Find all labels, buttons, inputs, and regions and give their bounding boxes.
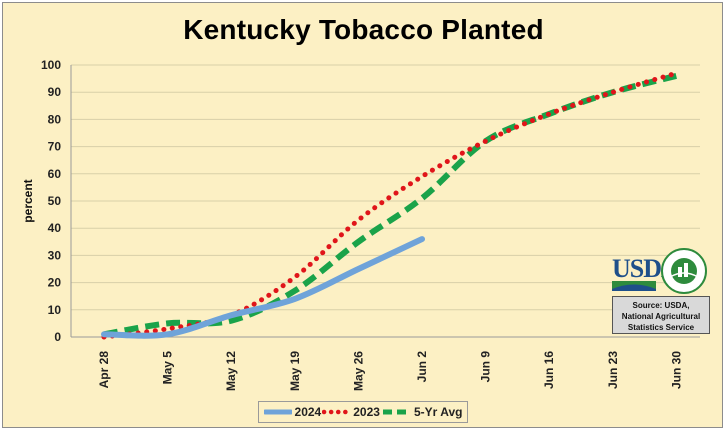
- chart-title: Kentucky Tobacco Planted: [183, 14, 544, 45]
- series-line-2024: [101, 236, 425, 339]
- usda-logo-icon: USDA: [612, 248, 707, 294]
- x-tick-label: Apr 28: [97, 351, 111, 389]
- x-tick-label: May 5: [161, 351, 175, 385]
- y-tick-label: 90: [48, 85, 62, 99]
- legend-item-2023: 2023: [322, 405, 380, 419]
- source-box: Source: USDA, National Agricultural Stat…: [612, 296, 710, 334]
- y-tick-label: 20: [48, 276, 62, 290]
- legend-label-5yr: 5-Yr Avg: [413, 405, 463, 419]
- x-tick-label: Jun 16: [542, 351, 556, 389]
- y-tick-label: 70: [48, 140, 62, 154]
- legend-swatch-2024: [263, 409, 292, 415]
- x-tick-label: Jun 23: [606, 351, 620, 389]
- legend-label-2023: 2023: [353, 405, 380, 419]
- x-tick-label: Jun 30: [669, 351, 683, 389]
- source-line-2: National Agricultural: [621, 312, 701, 321]
- legend-label-2024: 2024: [294, 405, 322, 419]
- usda-logo: USDA: [612, 247, 708, 297]
- x-tick-label: Jun 9: [479, 351, 493, 383]
- x-tick-label: May 26: [351, 351, 365, 391]
- y-tick-label: 60: [48, 167, 62, 181]
- source-line-1: Source: USDA,: [632, 301, 690, 310]
- series-line-2023: [101, 70, 679, 340]
- y-tick-label: 80: [48, 112, 62, 126]
- x-tick-label: May 12: [224, 351, 238, 391]
- y-tick-label: 40: [48, 221, 62, 235]
- y-tick-label: 30: [48, 248, 62, 262]
- x-tick-label: May 19: [288, 351, 302, 391]
- legend-swatch-2023: [322, 409, 351, 415]
- series-line-5-yr-avg: [103, 72, 678, 338]
- source-line-3: Statistics Service: [627, 323, 695, 332]
- y-tick-label: 100: [41, 58, 61, 72]
- y-axis-label: percent: [21, 179, 35, 222]
- legend: 2024 2023 5-Yr Avg: [258, 401, 468, 423]
- x-tick-label: Jun 2: [415, 351, 429, 383]
- chart-frame: [2, 2, 723, 428]
- legend-item-2024: 2024: [263, 405, 322, 419]
- legend-item-5yr: 5-Yr Avg: [381, 405, 462, 419]
- y-tick-label: 10: [48, 303, 62, 317]
- y-tick-label: 0: [54, 330, 61, 344]
- y-tick-label: 50: [48, 194, 62, 208]
- legend-swatch-5yr: [382, 409, 409, 415]
